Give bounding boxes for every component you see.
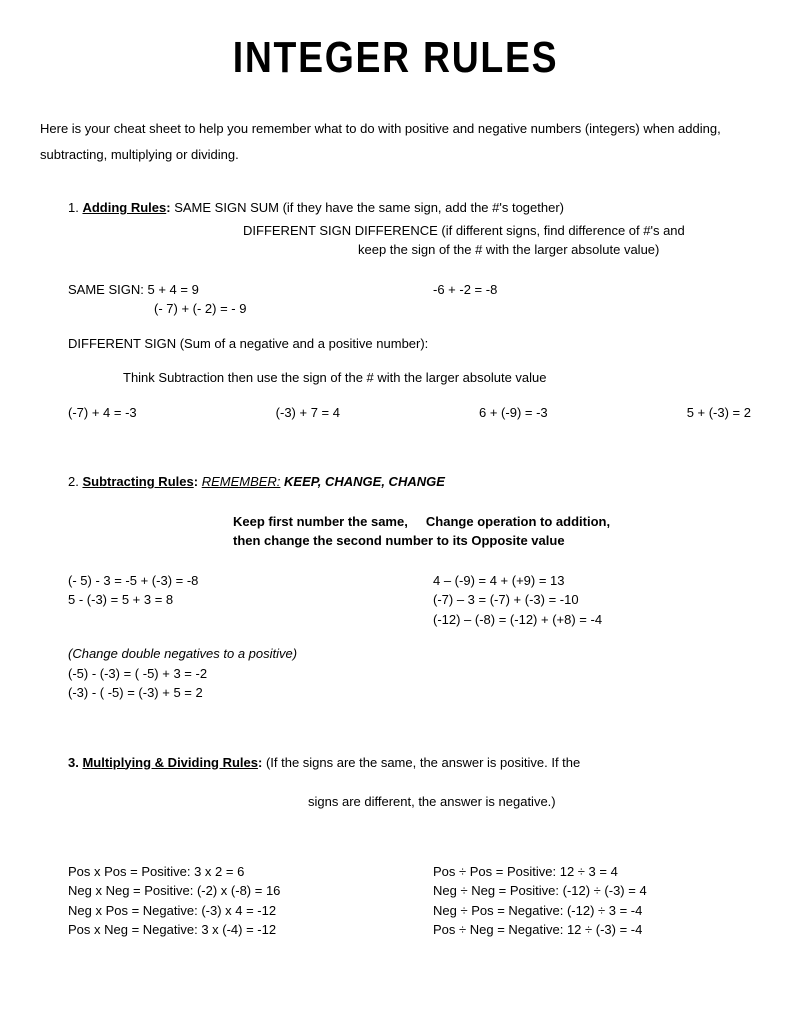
m1: Pos x Pos = Positive: 3 x 2 = 6 bbox=[68, 862, 433, 882]
sub-ex5: (-12) – (-8) = (-12) + (+8) = -4 bbox=[433, 610, 602, 630]
section-subtracting: 2. Subtracting Rules: REMEMBER: KEEP, CH… bbox=[40, 472, 751, 703]
same-sign-row: SAME SIGN: 5 + 4 = 9 -6 + -2 = -8 bbox=[68, 280, 751, 300]
kcc-text: KEEP, CHANGE, CHANGE bbox=[284, 474, 445, 489]
muldiv-title: Multiplying & Dividing Rules bbox=[82, 755, 258, 770]
sub-row1: (- 5) - 3 = -5 + (-3) = -8 4 – (-9) = 4 … bbox=[68, 571, 751, 591]
section-adding: 1. Adding Rules: SAME SIGN SUM (if they … bbox=[40, 198, 751, 422]
adding-desc1: SAME SIGN SUM (if they have the same sig… bbox=[174, 200, 564, 215]
intro-text: Here is your cheat sheet to help you rem… bbox=[40, 116, 751, 168]
adding-desc3: keep the sign of the # with the larger a… bbox=[68, 240, 751, 260]
sub-ex4: (-7) – 3 = (-7) + (-3) = -10 bbox=[433, 590, 579, 610]
colon2: : bbox=[194, 474, 198, 489]
sub-ex2: 4 – (-9) = 4 + (+9) = 13 bbox=[433, 571, 565, 591]
adding-title: Adding Rules bbox=[82, 200, 166, 215]
md-row2: Neg x Neg = Positive: (-2) x (-8) = 16 N… bbox=[68, 881, 751, 901]
d1: Pos ÷ Pos = Positive: 12 ÷ 3 = 4 bbox=[433, 862, 618, 882]
m2: Neg x Neg = Positive: (-2) x (-8) = 16 bbox=[68, 881, 433, 901]
subtracting-header: 2. Subtracting Rules: REMEMBER: KEEP, CH… bbox=[68, 472, 751, 492]
sub-ex1: (- 5) - 3 = -5 + (-3) = -8 bbox=[68, 571, 433, 591]
sub-row2: 5 - (-3) = 5 + 3 = 8 (-7) – 3 = (-7) + (… bbox=[68, 590, 751, 610]
muldiv-header: 3. Multiplying & Dividing Rules: (If the… bbox=[68, 753, 751, 773]
adding-desc2: DIFFERENT SIGN DIFFERENCE (if different … bbox=[68, 221, 751, 241]
muldiv-desc2: signs are different, the answer is negat… bbox=[68, 792, 751, 812]
colon: : bbox=[166, 200, 170, 215]
adding-ex7: 5 + (-3) = 2 bbox=[687, 403, 751, 423]
sub-ex7: (-3) - ( -5) = (-3) + 5 = 2 bbox=[68, 683, 751, 703]
adding-ex3: (- 7) + (- 2) = - 9 bbox=[68, 299, 751, 319]
sub-ex6: (-5) - (-3) = ( -5) + 3 = -2 bbox=[68, 664, 751, 684]
section2-num: 2. bbox=[68, 474, 79, 489]
diff-sign-label: DIFFERENT SIGN (Sum of a negative and a … bbox=[68, 334, 751, 354]
keep2: Change operation to addition, bbox=[426, 514, 610, 529]
adding-ex1: 5 + 4 = 9 bbox=[147, 282, 198, 297]
md-row3: Neg x Pos = Negative: (-3) x 4 = -12 Neg… bbox=[68, 901, 751, 921]
md-row4: Pos x Neg = Negative: 3 x (-4) = -12 Pos… bbox=[68, 920, 751, 940]
keep3: then change the second number to its Opp… bbox=[68, 531, 751, 551]
m3: Neg x Pos = Negative: (-3) x 4 = -12 bbox=[68, 901, 433, 921]
colon3: : bbox=[258, 755, 262, 770]
sub-ex3: 5 - (-3) = 5 + 3 = 8 bbox=[68, 590, 433, 610]
d2: Neg ÷ Neg = Positive: (-12) ÷ (-3) = 4 bbox=[433, 881, 647, 901]
sub-row3: (-12) – (-8) = (-12) + (+8) = -4 bbox=[68, 610, 751, 630]
adding-ex6: 6 + (-9) = -3 bbox=[479, 403, 548, 423]
page-title: INTEGER RULES bbox=[93, 25, 697, 91]
adding-ex2: -6 + -2 = -8 bbox=[433, 280, 497, 300]
adding-ex5: (-3) + 7 = 4 bbox=[276, 403, 340, 423]
m4: Pos x Neg = Negative: 3 x (-4) = -12 bbox=[68, 920, 433, 940]
remember-label: REMEMBER: bbox=[202, 474, 281, 489]
sub-note: (Change double negatives to a positive) bbox=[68, 644, 751, 664]
subtracting-title: Subtracting Rules bbox=[82, 474, 193, 489]
section-multiply-divide: 3. Multiplying & Dividing Rules: (If the… bbox=[40, 753, 751, 940]
md-row1: Pos x Pos = Positive: 3 x 2 = 6 Pos ÷ Po… bbox=[68, 862, 751, 882]
adding-ex4: (-7) + 4 = -3 bbox=[68, 403, 137, 423]
section3-num: 3. bbox=[68, 755, 79, 770]
muldiv-desc1: (If the signs are the same, the answer i… bbox=[266, 755, 580, 770]
adding-header: 1. Adding Rules: SAME SIGN SUM (if they … bbox=[68, 198, 751, 218]
d3: Neg ÷ Pos = Negative: (-12) ÷ 3 = -4 bbox=[433, 901, 642, 921]
keep-line1: Keep first number the same, Change opera… bbox=[68, 512, 751, 532]
same-sign-label: SAME SIGN: bbox=[68, 282, 144, 297]
keep1: Keep first number the same, bbox=[233, 514, 408, 529]
d4: Pos ÷ Neg = Negative: 12 ÷ (-3) = -4 bbox=[433, 920, 642, 940]
adding-examples-row: (-7) + 4 = -3 (-3) + 7 = 4 6 + (-9) = -3… bbox=[68, 403, 751, 423]
section1-num: 1. bbox=[68, 200, 79, 215]
think-text: Think Subtraction then use the sign of t… bbox=[68, 368, 751, 388]
